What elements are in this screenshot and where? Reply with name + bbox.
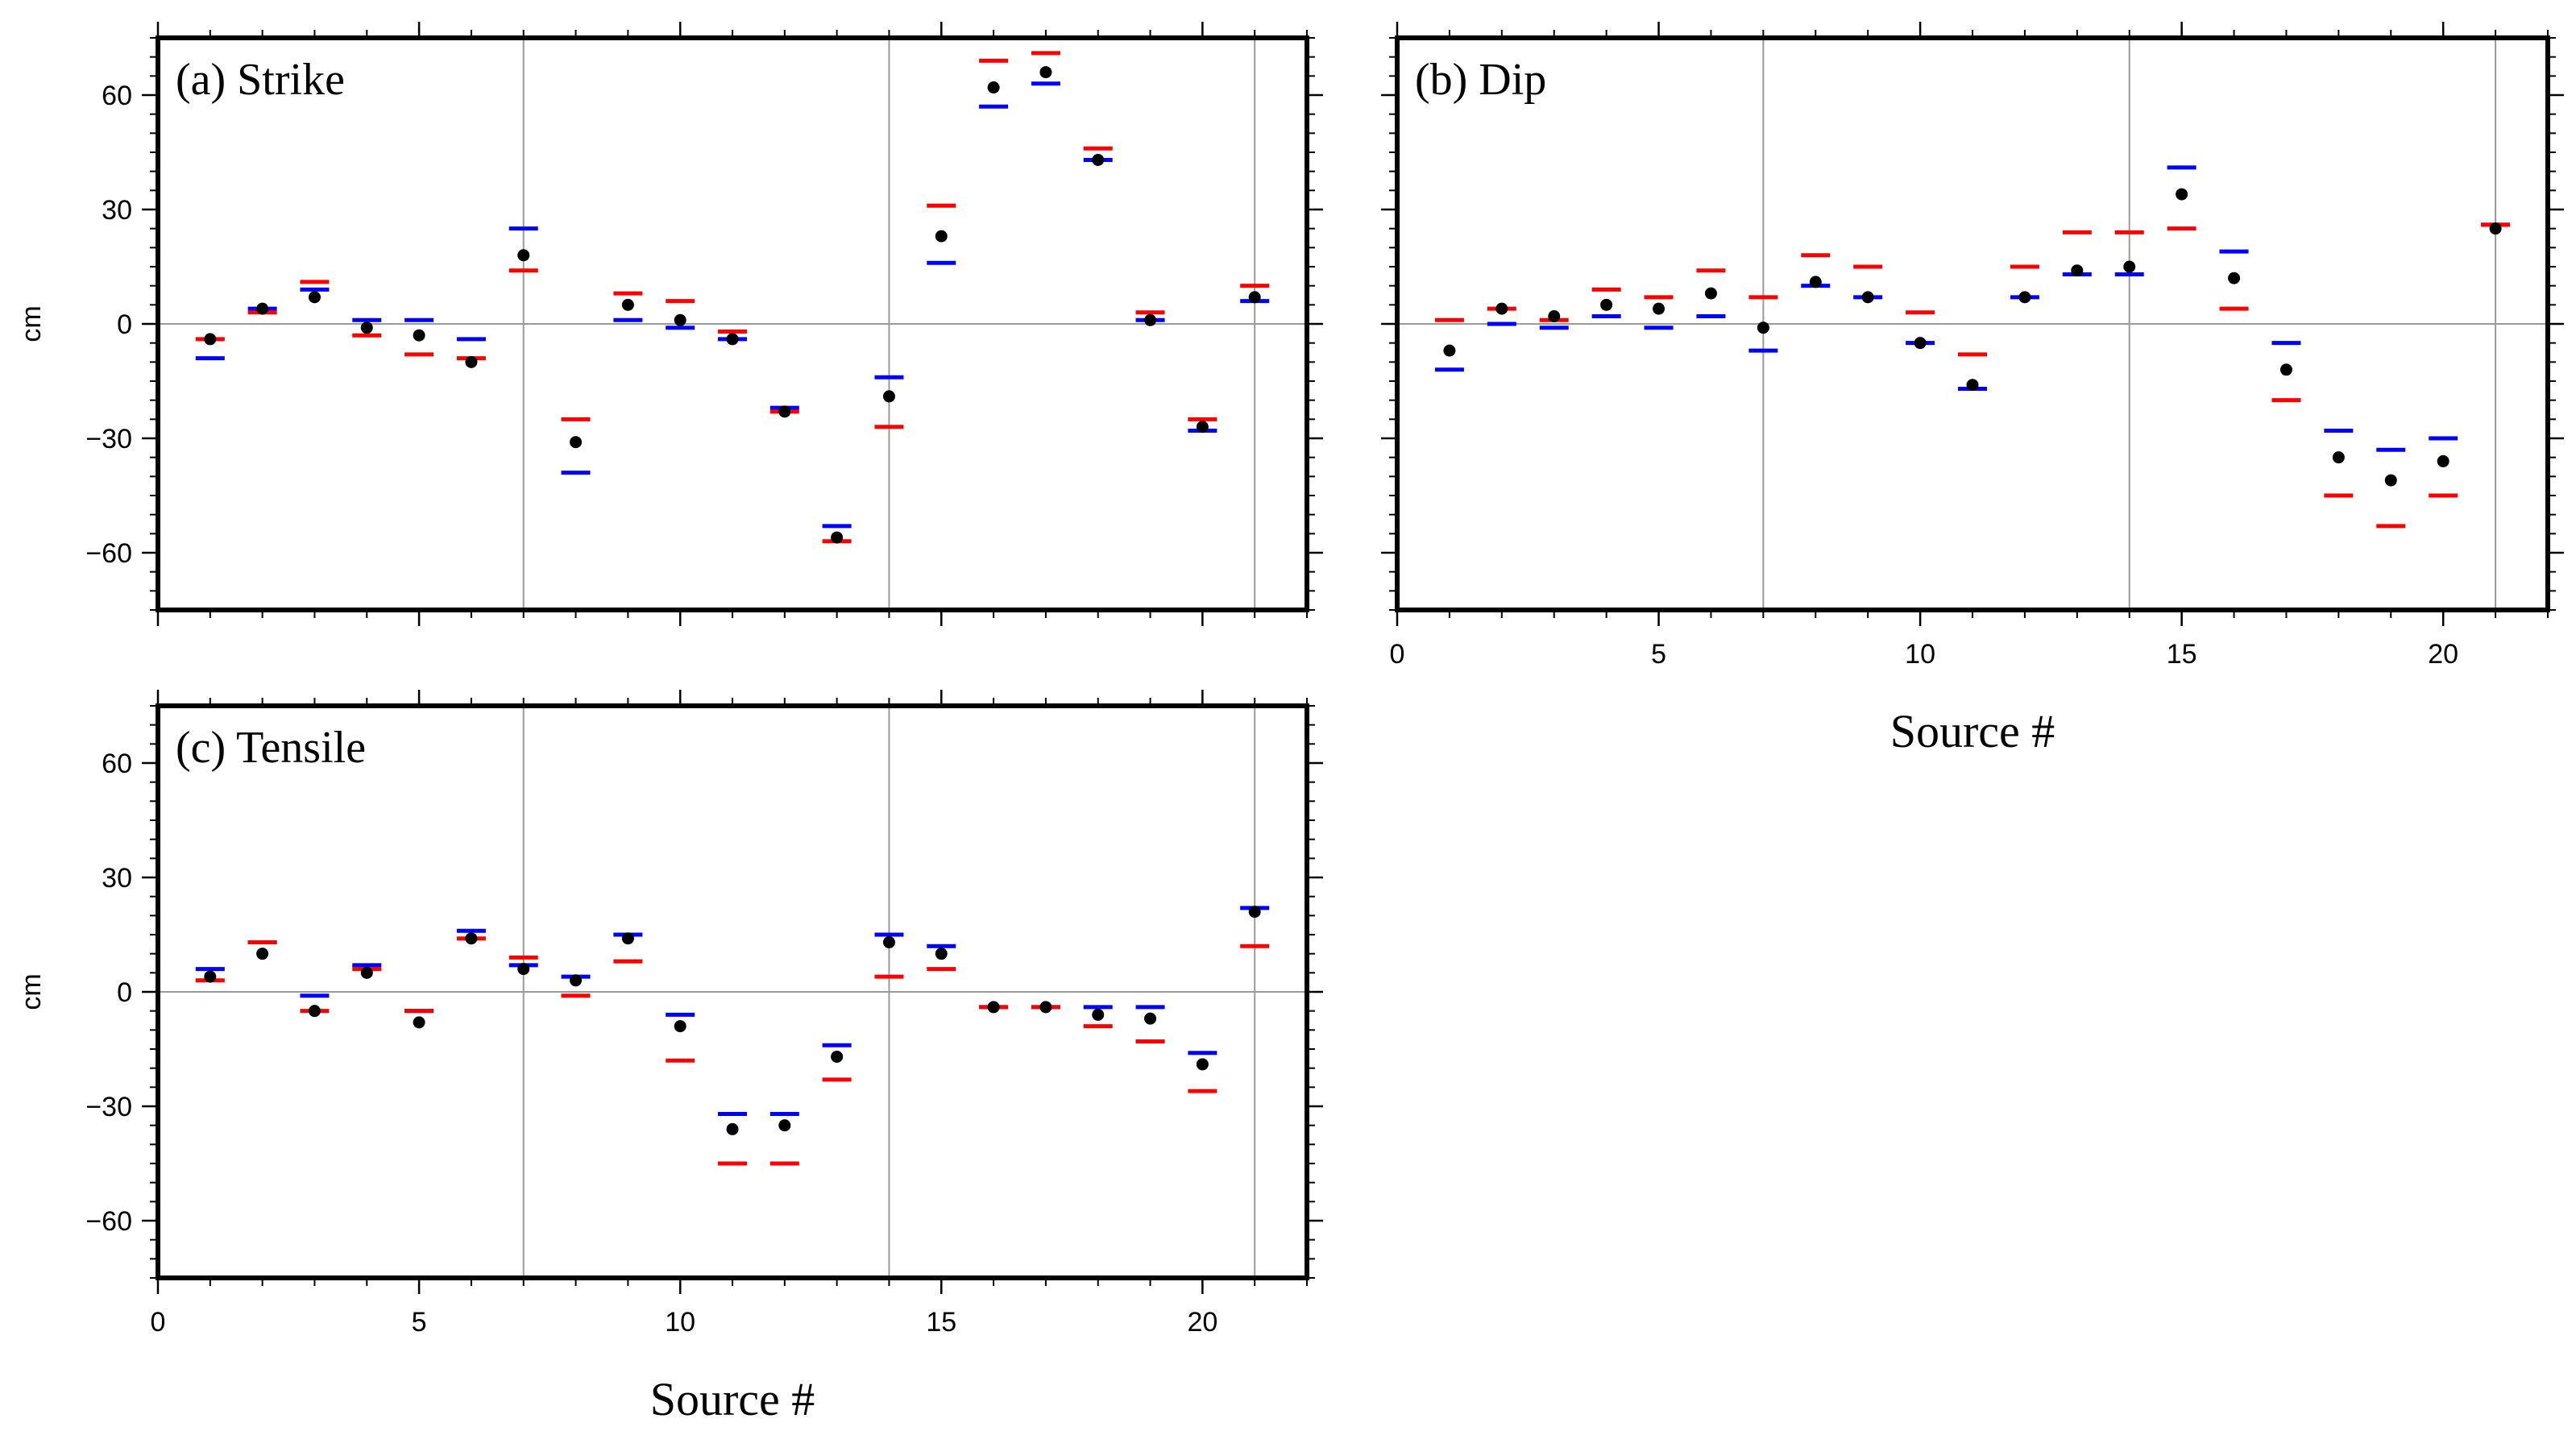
x-tick-label: 5 — [1651, 639, 1666, 670]
y-tick-label: −30 — [85, 1092, 132, 1122]
black-dot-mark — [517, 249, 530, 262]
x-tick-label: 20 — [2428, 639, 2458, 670]
black-dot-mark — [570, 974, 583, 987]
y-tick-label: −60 — [85, 1206, 132, 1237]
black-dot-mark — [1966, 379, 1979, 392]
black-dot-mark — [882, 935, 895, 948]
black-dot-mark — [2489, 222, 2502, 235]
y-tick-label: 30 — [102, 863, 132, 894]
black-dot-mark — [465, 355, 478, 368]
black-dot-mark — [413, 329, 425, 342]
black-dot-mark — [1443, 344, 1456, 357]
black-dot-mark — [935, 948, 948, 960]
black-dot-mark — [1861, 291, 1874, 304]
x-axis-title: Source # — [1890, 705, 2055, 757]
black-dot-mark — [2279, 363, 2292, 376]
black-dot-mark — [621, 298, 634, 311]
x-tick-label: 0 — [1390, 639, 1405, 670]
black-dot-mark — [831, 1050, 844, 1063]
black-dot-mark — [465, 932, 478, 945]
black-dot-mark — [726, 333, 739, 346]
black-dot-mark — [1248, 906, 1261, 919]
black-dot-mark — [935, 230, 948, 243]
black-dot-mark — [882, 390, 895, 403]
black-dot-mark — [360, 321, 373, 334]
black-dot-mark — [1196, 421, 1209, 433]
black-dot-mark — [256, 302, 269, 315]
black-dot-mark — [2228, 272, 2241, 284]
black-dot-mark — [674, 1020, 687, 1033]
black-dot-mark — [2018, 291, 2031, 304]
black-dot-mark — [674, 313, 687, 326]
black-dot-mark — [621, 932, 634, 945]
y-tick-label: 30 — [102, 195, 132, 226]
black-dot-mark — [256, 948, 269, 960]
black-dot-mark — [1144, 313, 1157, 326]
black-dot-mark — [308, 291, 321, 304]
panel-frame — [1395, 35, 2550, 612]
black-dot-mark — [1248, 291, 1261, 304]
black-dot-mark — [1914, 337, 1927, 350]
panel-label: (c) Tensile — [176, 723, 366, 773]
x-tick-label: 15 — [2167, 639, 2197, 670]
y-tick-label: 60 — [102, 81, 132, 111]
black-dot-mark — [2071, 264, 2084, 277]
y-axis-title: cm — [16, 973, 47, 1010]
black-dot-mark — [204, 970, 217, 983]
x-tick-label: 5 — [412, 1307, 427, 1338]
x-tick-label: 10 — [1905, 639, 1935, 670]
x-axis-title: Source # — [650, 1373, 815, 1425]
y-tick-label: −60 — [85, 538, 132, 569]
black-dot-mark — [726, 1122, 739, 1135]
panel-label: (a) Strike — [176, 55, 345, 105]
black-dot-mark — [413, 1016, 425, 1029]
x-tick-label: 10 — [665, 1307, 695, 1338]
black-dot-mark — [308, 1005, 321, 1018]
black-dot-mark — [1092, 153, 1105, 166]
black-dot-mark — [1039, 1001, 1052, 1014]
panel-label: (b) Dip — [1415, 55, 1546, 105]
black-dot-mark — [360, 966, 373, 979]
panel-frame — [156, 703, 1309, 1280]
black-dot-mark — [2437, 454, 2449, 467]
black-dot-mark — [778, 1119, 791, 1132]
black-dot-mark — [1653, 302, 1665, 315]
x-tick-label: 20 — [1187, 1307, 1217, 1338]
black-dot-mark — [570, 436, 583, 449]
black-dot-mark — [1039, 66, 1052, 79]
black-dot-mark — [2176, 188, 2188, 201]
y-tick-label: 0 — [117, 309, 132, 340]
black-dot-mark — [1144, 1012, 1157, 1025]
black-dot-mark — [2123, 260, 2136, 273]
black-dot-mark — [1600, 298, 1613, 311]
black-dot-mark — [1196, 1058, 1209, 1071]
black-dot-mark — [517, 963, 530, 976]
black-dot-mark — [1548, 310, 1561, 323]
x-tick-label: 0 — [151, 1307, 166, 1338]
black-dot-mark — [1757, 321, 1769, 334]
y-tick-label: 60 — [102, 749, 132, 779]
black-dot-mark — [1809, 276, 1822, 288]
y-axis-title: cm — [16, 305, 47, 342]
y-tick-label: 0 — [117, 977, 132, 1008]
panel-frame — [156, 35, 1309, 612]
black-dot-mark — [1092, 1008, 1105, 1021]
black-dot-mark — [2332, 451, 2345, 464]
black-dot-mark — [1704, 287, 1717, 300]
black-dot-mark — [831, 531, 844, 544]
black-dot-mark — [778, 405, 791, 418]
panel-1: −60 −30 0 30 60 (a) Strike cm — [16, 22, 1323, 626]
panel-2: 0 5 10 15 20 (b) Dip Source # — [1381, 22, 2564, 757]
y-tick-label: −30 — [85, 424, 132, 454]
black-dot-mark — [204, 333, 217, 346]
black-dot-mark — [2384, 474, 2397, 487]
panel-3: −60 −30 0 30 60 0 5 10 15 20 (c) Tensile Source # cm — [16, 690, 1323, 1425]
black-dot-mark — [987, 1001, 1000, 1014]
black-dot-mark — [987, 81, 1000, 94]
x-tick-label: 15 — [926, 1307, 956, 1338]
black-dot-mark — [1495, 302, 1508, 315]
